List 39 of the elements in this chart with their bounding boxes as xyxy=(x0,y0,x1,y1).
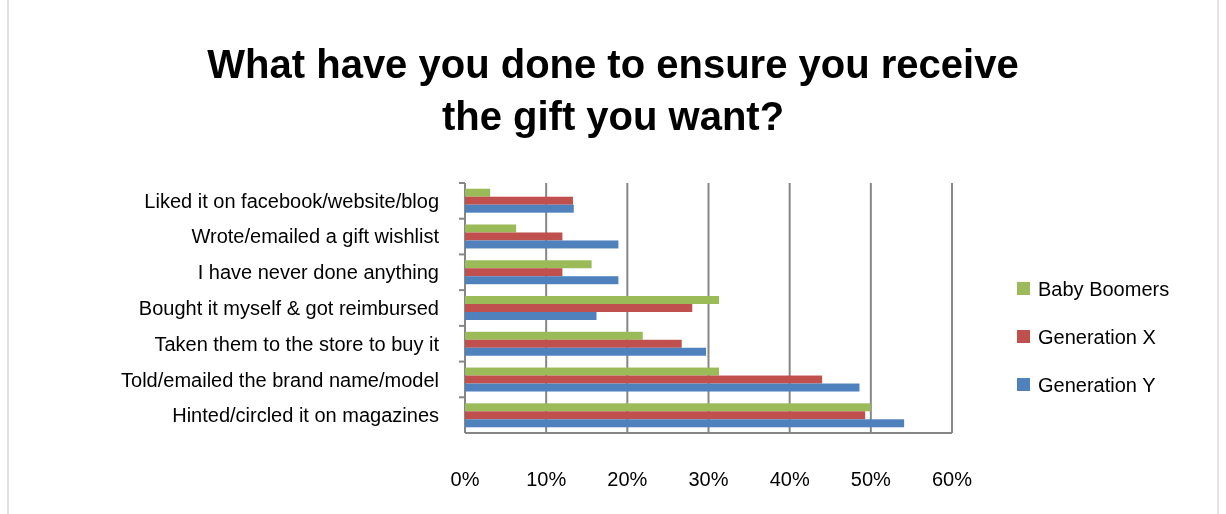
bar xyxy=(465,419,905,428)
bar xyxy=(465,411,866,420)
y-tick-label: Told/emailed the brand name/model xyxy=(121,368,439,391)
y-tick-label: Bought it myself & got reimbursed xyxy=(138,297,439,319)
bar xyxy=(465,403,871,412)
x-tick-label: 40% xyxy=(769,468,810,490)
x-tick-label: 10% xyxy=(526,468,567,490)
y-tick-label: I have never done anything xyxy=(197,261,439,284)
bar xyxy=(465,196,573,205)
bar xyxy=(465,375,823,384)
legend-label: Baby Boomers xyxy=(1038,278,1170,300)
y-tick-label: Hinted/circled it on magazines xyxy=(172,404,439,427)
x-tick-label: 60% xyxy=(931,468,973,490)
bar xyxy=(465,383,860,392)
bar xyxy=(465,204,574,213)
x-tick-label: 0% xyxy=(450,468,480,490)
legend-label: Generation X xyxy=(1038,326,1156,348)
bar xyxy=(465,260,592,269)
bar xyxy=(465,268,563,277)
bar xyxy=(465,331,643,340)
x-tick-label: 50% xyxy=(850,468,892,490)
bar xyxy=(465,367,720,376)
chart-title: What have you done to ensure you receive the gift you want? xyxy=(207,42,1019,138)
bar xyxy=(465,347,707,356)
bar xyxy=(465,224,517,233)
bar xyxy=(465,339,682,348)
y-tick-label: Taken them to the store to buy it xyxy=(154,332,440,355)
bar xyxy=(465,304,693,312)
bar xyxy=(465,232,563,241)
x-tick-label: 20% xyxy=(607,468,648,490)
legend-label: Generation Y xyxy=(1038,374,1156,396)
y-tick-label: Liked it on facebook/website/blog xyxy=(144,189,439,212)
bar xyxy=(465,276,619,285)
bar xyxy=(465,311,597,320)
y-tick-label: Wrote/emailed a gift wishlist xyxy=(191,225,440,248)
bar xyxy=(465,188,491,197)
x-tick-label: 30% xyxy=(688,468,729,490)
bar xyxy=(465,240,619,249)
bar xyxy=(465,296,720,305)
